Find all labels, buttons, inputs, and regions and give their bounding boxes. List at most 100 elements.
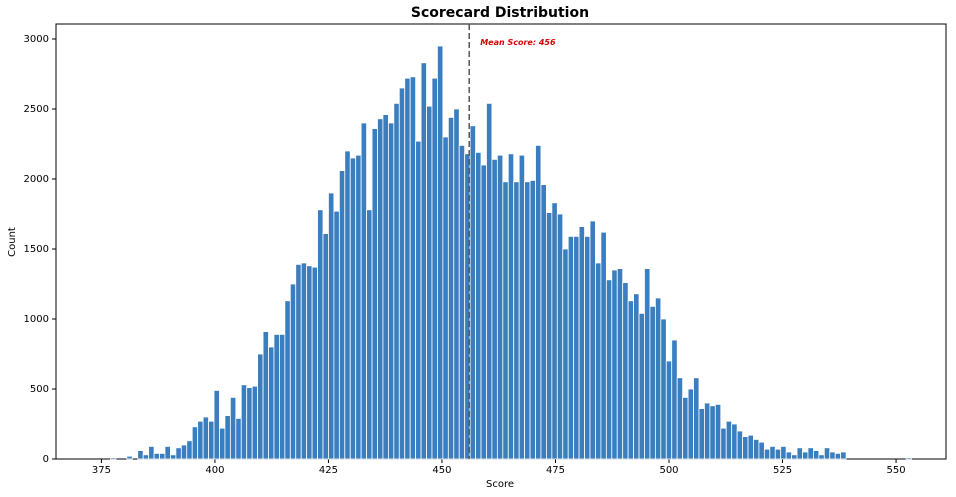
bar — [731, 423, 738, 460]
x-tick-label: 550 — [887, 465, 906, 476]
x-axis-label: Score — [486, 479, 514, 490]
bar — [371, 128, 378, 460]
y-tick-label: 1000 — [24, 314, 49, 325]
bar — [556, 213, 564, 460]
bar — [437, 45, 444, 460]
bar — [823, 447, 831, 460]
bar — [142, 454, 150, 460]
bar — [257, 353, 264, 460]
bar — [431, 77, 438, 460]
bar — [328, 192, 335, 460]
bar — [763, 448, 771, 460]
bar — [644, 268, 651, 460]
bar — [774, 448, 782, 460]
bar — [676, 377, 684, 460]
bar — [747, 434, 754, 460]
bar — [573, 235, 580, 460]
bar — [300, 262, 308, 460]
bar — [698, 408, 705, 460]
bar — [725, 420, 733, 460]
bar — [366, 209, 373, 460]
bar — [720, 427, 727, 460]
bar — [654, 297, 662, 460]
bar — [736, 430, 743, 460]
bar — [649, 305, 656, 460]
bar — [153, 452, 160, 460]
bar — [529, 179, 536, 460]
bar — [486, 102, 493, 460]
bar — [742, 436, 749, 460]
bar — [360, 122, 367, 460]
bar — [502, 181, 509, 460]
bar — [546, 212, 553, 460]
x-tick-label: 425 — [319, 465, 338, 476]
bar — [426, 105, 433, 460]
bar — [387, 122, 395, 460]
bar — [785, 451, 793, 460]
bar — [671, 339, 678, 460]
bar — [802, 451, 809, 460]
bar — [491, 158, 498, 460]
bar — [322, 233, 329, 460]
bar — [202, 416, 209, 460]
bar — [496, 154, 504, 460]
bar — [507, 153, 515, 460]
bar — [584, 235, 591, 460]
bar — [137, 450, 144, 460]
bar — [469, 125, 476, 460]
bar — [349, 157, 357, 460]
bar — [344, 150, 351, 460]
bar — [235, 417, 242, 460]
bar — [704, 402, 711, 460]
bar — [769, 445, 776, 460]
bar — [251, 385, 259, 460]
bar — [311, 266, 318, 460]
bar — [524, 181, 531, 460]
bar — [622, 282, 629, 460]
bar — [840, 451, 847, 460]
bar — [780, 445, 787, 460]
bar — [660, 318, 667, 460]
bar — [567, 235, 575, 460]
bar — [665, 360, 673, 460]
chart-title: Scorecard Distribution — [411, 5, 589, 21]
y-tick-label: 2500 — [24, 104, 49, 115]
bar — [442, 136, 449, 460]
bar — [262, 331, 269, 460]
bar — [562, 248, 569, 460]
bar — [475, 151, 482, 460]
bar — [126, 455, 133, 460]
y-tick-label: 2000 — [24, 174, 49, 185]
bar — [229, 396, 237, 460]
bar — [415, 140, 422, 460]
x-tick-label: 375 — [92, 465, 111, 476]
bar — [834, 452, 842, 460]
bar — [595, 262, 602, 460]
bar — [246, 387, 253, 460]
bar — [170, 454, 177, 460]
x-tick-label: 500 — [659, 465, 678, 476]
bar — [317, 209, 324, 460]
bar — [589, 220, 596, 460]
bar — [818, 454, 825, 460]
y-tick-label: 0 — [43, 454, 49, 465]
bar — [600, 231, 607, 460]
bar — [605, 279, 613, 460]
y-axis-label: Count — [7, 227, 18, 257]
bar — [616, 268, 624, 460]
bar — [191, 426, 199, 460]
bar — [268, 346, 275, 460]
bar — [447, 116, 455, 460]
bar — [693, 377, 700, 460]
bar — [393, 102, 400, 460]
bar — [458, 144, 466, 460]
bar — [240, 384, 248, 460]
x-tick-label: 525 — [773, 465, 792, 476]
bar — [518, 154, 526, 460]
bar — [273, 333, 280, 460]
bar — [338, 170, 346, 460]
bar — [213, 389, 220, 460]
bar — [758, 441, 765, 460]
bar — [279, 333, 286, 460]
